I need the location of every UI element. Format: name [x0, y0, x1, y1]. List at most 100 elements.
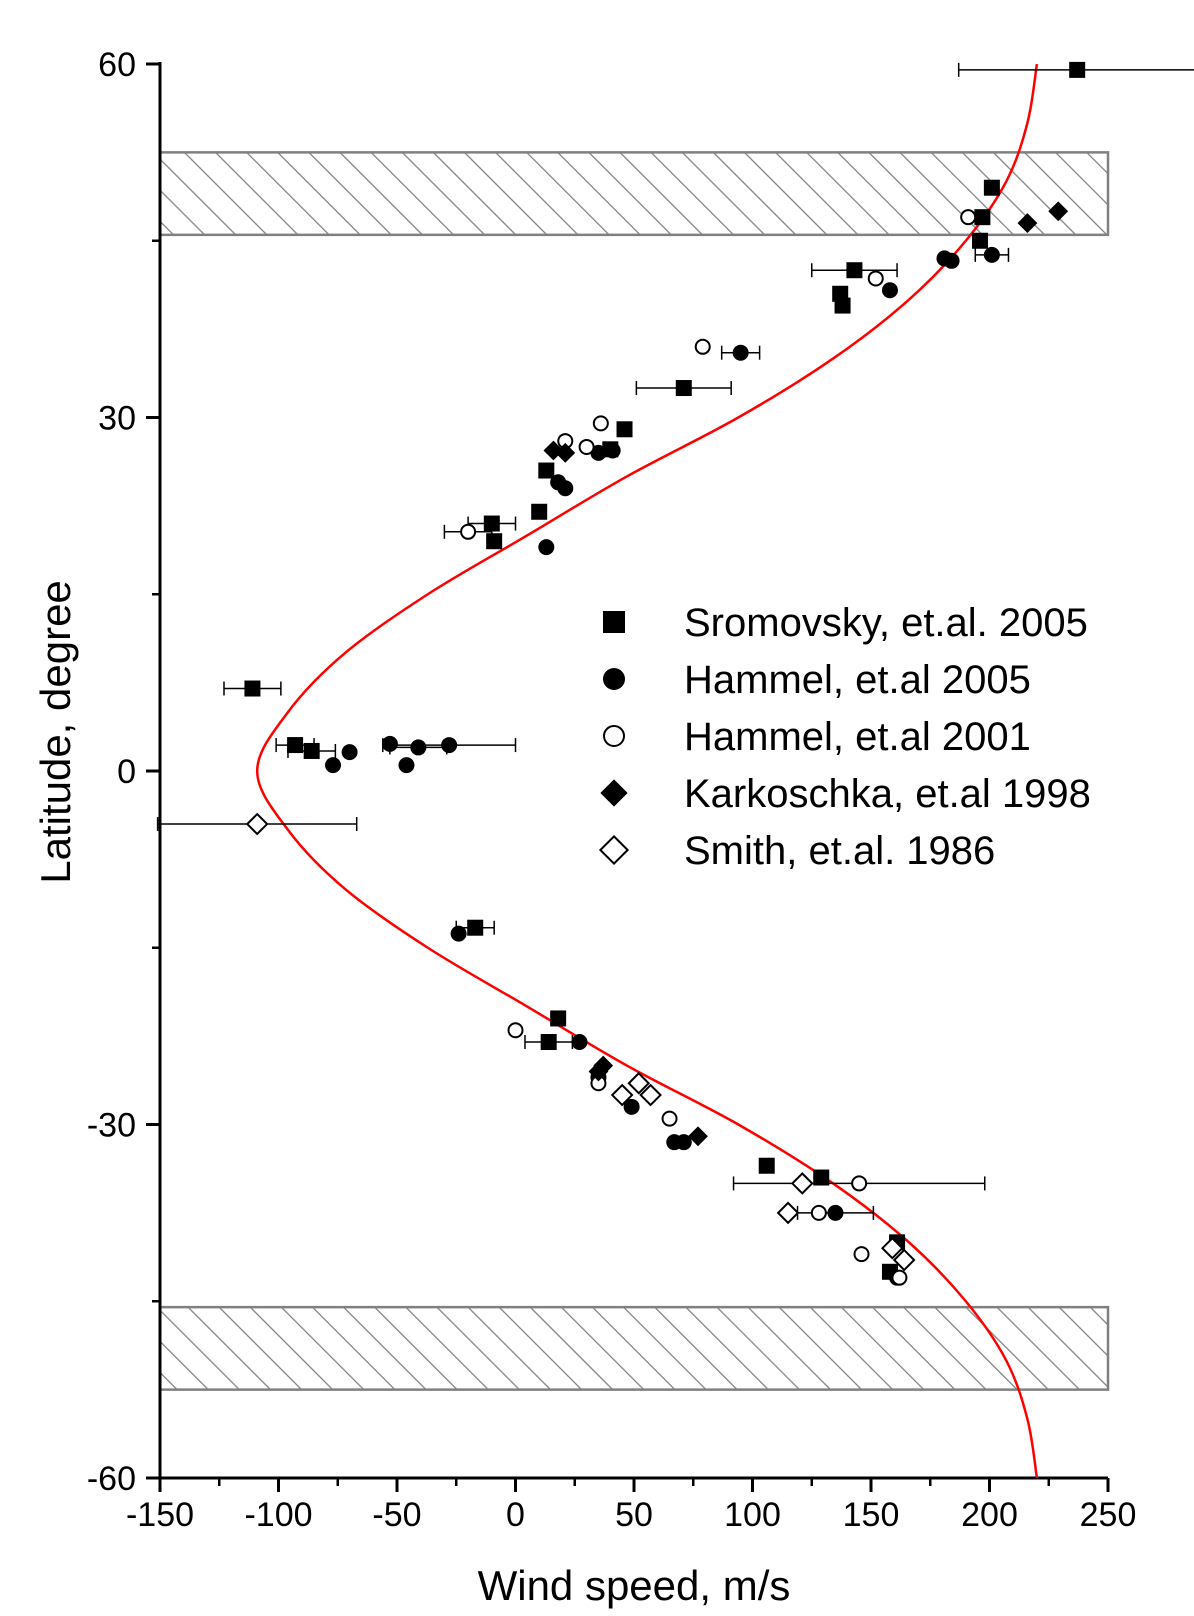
data-point	[851, 1175, 868, 1192]
y-tick-label: -30	[87, 1107, 136, 1145]
data-point	[776, 1201, 800, 1225]
data-point	[592, 415, 609, 432]
legend-marker	[600, 779, 628, 807]
legend-marker	[603, 611, 625, 633]
axes	[158, 62, 1108, 1480]
data-point	[588, 1061, 609, 1082]
data-point	[813, 1169, 830, 1186]
data-point	[867, 270, 884, 287]
x-tick-label: -50	[372, 1496, 421, 1534]
data-point	[287, 737, 304, 754]
x-tick-label: 0	[506, 1496, 525, 1534]
data-point	[623, 1098, 640, 1115]
y-axis-label: Latitude, degree	[32, 580, 79, 884]
data-point	[834, 297, 851, 314]
data-point	[790, 1172, 814, 1195]
legend-item: Sromovsky, et.al. 2005	[603, 601, 1088, 645]
data-point	[410, 739, 427, 756]
data-point	[974, 209, 991, 226]
data-point	[398, 757, 415, 774]
x-tick-label: 150	[843, 1496, 900, 1534]
data-point	[486, 533, 503, 550]
data-point	[538, 462, 555, 479]
data-point	[610, 1083, 634, 1107]
data-point	[604, 442, 621, 459]
data-point	[972, 232, 989, 249]
legend-label: Hammel, et.al 2005	[684, 658, 1031, 702]
x-axis-label: Wind speed, m/s	[478, 1562, 791, 1609]
fit-curve-group	[255, 64, 1039, 1478]
data-point	[531, 503, 548, 520]
legend-item: Karkoschka, et.al 1998	[600, 772, 1091, 816]
legend-item: Hammel, et.al 2001	[603, 715, 1031, 759]
legend-label: Sromovsky, et.al. 2005	[684, 601, 1088, 645]
shaded-band-2	[158, 1305, 1110, 1391]
data-point	[578, 438, 595, 455]
series-2	[325, 246, 1000, 1286]
y-tick-label: -60	[87, 1460, 136, 1498]
data-point	[810, 1204, 827, 1221]
data-point	[661, 1110, 678, 1127]
legend: Sromovsky, et.al. 2005 Hammel, et.al 2005…	[598, 601, 1091, 873]
legend-marker	[603, 725, 625, 747]
data-point	[936, 250, 953, 267]
data-point	[325, 757, 342, 774]
data-point	[827, 1204, 844, 1221]
data-point	[983, 246, 1000, 263]
y-tick-label: 60	[98, 46, 136, 84]
data-point	[1048, 201, 1069, 222]
data-point	[557, 480, 574, 497]
data-point	[639, 1083, 662, 1107]
data-point	[758, 1157, 775, 1174]
legend-marker	[603, 668, 625, 690]
data-point	[303, 742, 320, 759]
x-tick-label: 100	[724, 1496, 781, 1534]
series-5	[245, 812, 916, 1272]
data-point	[694, 338, 711, 355]
x-tick-label: -100	[244, 1496, 312, 1534]
data-point	[960, 209, 977, 226]
data-point	[853, 1246, 870, 1263]
axis-ticks: -150 -100 -50 0 50 100 150 200 250 -60 -30 0 30 60	[87, 46, 1137, 1534]
data-point	[460, 523, 477, 540]
data-point	[1069, 61, 1086, 78]
data-point	[675, 380, 692, 397]
data-point	[880, 1236, 904, 1260]
data-point	[688, 1126, 708, 1147]
fit-curve	[255, 64, 1039, 1478]
shaded-band-1	[158, 151, 1110, 237]
data-point	[593, 1055, 614, 1076]
legend-item: Hammel, et.al 2005	[603, 658, 1031, 702]
data-point	[983, 179, 1000, 196]
data-point	[1017, 213, 1038, 233]
data-point	[732, 344, 749, 361]
data-point	[245, 812, 269, 836]
data-point	[441, 737, 458, 754]
x-tick-label: -150	[126, 1496, 194, 1534]
data-point	[675, 1134, 692, 1151]
data-point	[550, 1010, 567, 1027]
legend-marker	[598, 834, 630, 866]
data-point	[540, 1034, 557, 1051]
data-point	[555, 442, 576, 463]
shaded-bands	[158, 151, 1110, 1391]
series-4	[543, 201, 1069, 1147]
legend-label: Hammel, et.al 2001	[684, 715, 1031, 759]
legend-item: Smith, et.al. 1986	[598, 829, 995, 873]
legend-label: Smith, et.al. 1986	[684, 829, 995, 873]
data-point	[891, 1269, 908, 1286]
x-tick-label: 50	[615, 1496, 653, 1534]
data-point	[590, 444, 607, 461]
data-point	[627, 1071, 651, 1095]
data-point	[483, 515, 500, 532]
y-tick-label: 30	[98, 400, 136, 438]
data-point	[450, 925, 467, 942]
x-tick-label: 200	[961, 1496, 1018, 1534]
data-point	[881, 282, 898, 299]
x-tick-label: 250	[1080, 1496, 1137, 1534]
data-points	[244, 61, 1086, 1286]
data-point	[381, 735, 398, 752]
data-point	[467, 919, 484, 936]
data-point	[846, 262, 863, 279]
